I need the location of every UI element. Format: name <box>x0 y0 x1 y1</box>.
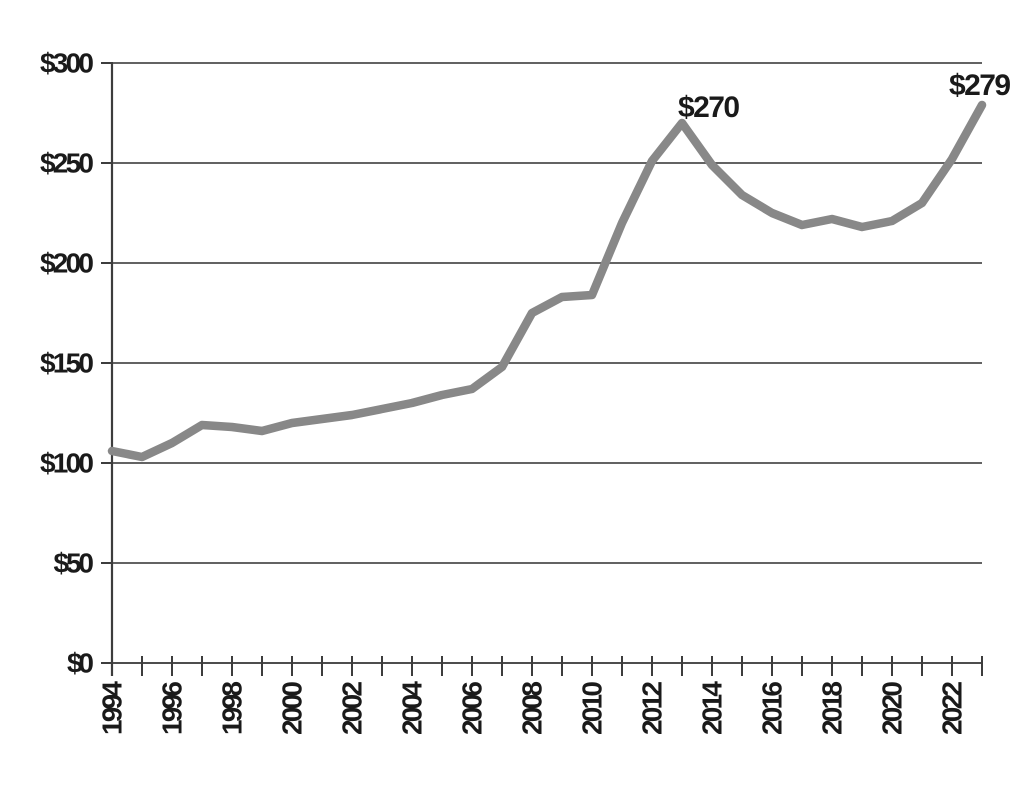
x-axis-label: 2018 <box>817 681 848 735</box>
x-axis-label: 2012 <box>637 681 668 735</box>
x-axis-label: 2006 <box>457 681 488 735</box>
x-axis-label: 1996 <box>157 681 188 735</box>
x-axis-label: 2016 <box>757 681 788 735</box>
y-axis-label: $250 <box>40 148 94 179</box>
annotation-label: $270 <box>678 91 740 124</box>
y-axis-label: $200 <box>40 248 94 279</box>
x-axis-label: 2000 <box>277 681 308 735</box>
x-axis-label: 1994 <box>97 681 128 735</box>
y-axis-label: $300 <box>40 48 94 79</box>
annotation-label: $279 <box>949 69 1011 102</box>
x-axis-label: 2008 <box>517 681 548 735</box>
x-axis-label: 2020 <box>877 681 908 735</box>
x-axis-label: 2022 <box>937 681 968 735</box>
x-axis-label: 2002 <box>337 681 368 735</box>
y-axis-label: $50 <box>54 548 95 579</box>
x-axis-label: 2014 <box>697 681 728 735</box>
y-axis-label: $0 <box>67 648 94 679</box>
x-axis-label: 1998 <box>217 681 248 735</box>
data-line-dollar-value <box>107 100 987 462</box>
y-axis-label: $150 <box>40 348 94 379</box>
x-axis-label: 2010 <box>577 681 608 735</box>
x-axis-label: 2004 <box>397 681 428 735</box>
y-axis-label: $100 <box>40 448 94 479</box>
